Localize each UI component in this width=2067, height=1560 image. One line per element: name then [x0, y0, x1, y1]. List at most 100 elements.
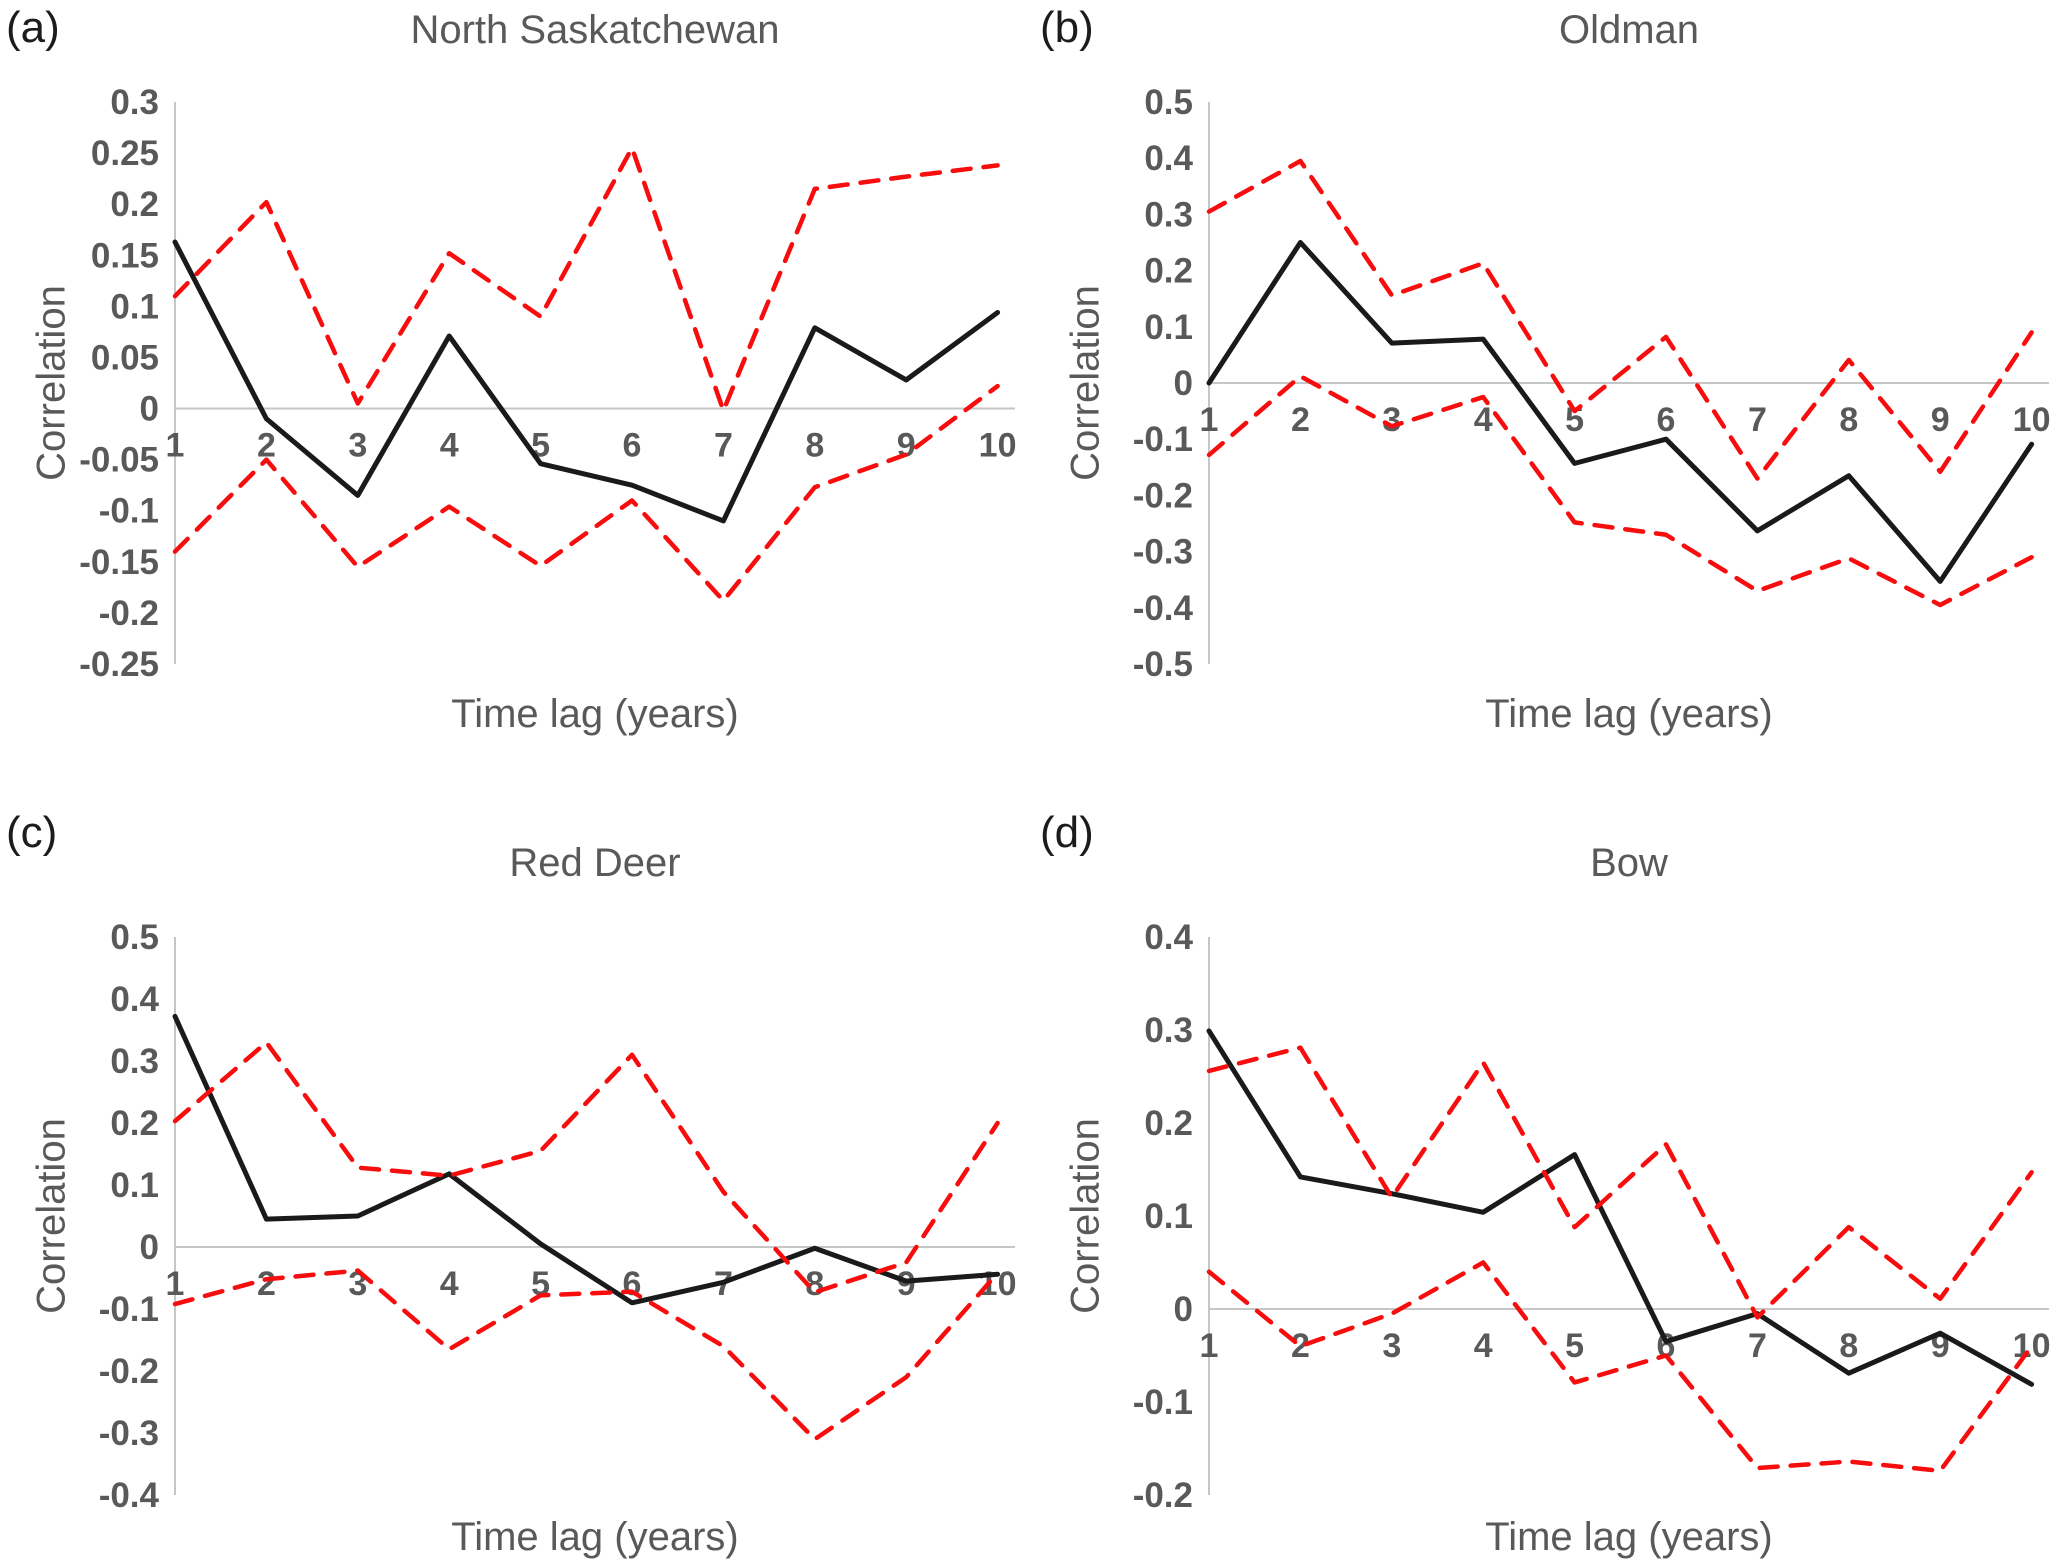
series-correlation-line	[1206, 1028, 2035, 1387]
x-tick-label: 8	[805, 427, 824, 465]
y-tick-label: -0.15	[79, 543, 159, 582]
panel-letter-label: (d)	[1040, 808, 1094, 857]
y-axis-label: Correlation	[29, 285, 74, 481]
x-tick-label: 2	[257, 427, 276, 465]
series-lower-confidence-bound-line	[172, 1268, 1000, 1442]
x-tick-label: 8	[1839, 1327, 1858, 1365]
series-lower-confidence-bound-line	[1206, 1260, 2034, 1474]
x-tick-label: 3	[1382, 401, 1401, 439]
x-tick-label: 1	[1200, 401, 1219, 439]
panel-north-saskatchewan: (a) North Saskatchewan 0.3 0.25 0.2 0.15 0.1…	[0, 0, 1033, 778]
panel-bow: (d) Bow 0.4 0.3 0.2 0.1 0 -0.1 -0.2 1 2 3 4 5 6 7 8 9 10…	[1034, 779, 2067, 1560]
y-tick-label: -0.4	[1133, 589, 1194, 628]
x-tick-label: 4	[1474, 1327, 1493, 1365]
y-tick-label: -0.1	[1133, 420, 1193, 459]
y-tick-label: -0.1	[1133, 1383, 1193, 1422]
panel-letter-label: (c)	[6, 808, 58, 857]
line-chart-north-saskatchewan: 0.3 0.25 0.2 0.15 0.1 0.05 0 -0.05 -0.1 -0.15 -0.2…	[79, 83, 1017, 684]
y-tick-label: 0.2	[110, 1104, 159, 1143]
y-tick-label: -0.3	[1133, 533, 1193, 572]
y-tick-label: -0.2	[99, 1352, 159, 1391]
y-tick-label: 0	[1174, 1290, 1193, 1329]
x-tick-label: 2	[1291, 401, 1310, 439]
y-tick-label: 0.2	[1144, 1104, 1193, 1143]
line-chart-oldman: 0.5 0.4 0.3 0.2 0.1 0 -0.1 -0.2 -0.3 -0.4 -0.5 1 2 3 4…	[1133, 83, 2051, 684]
y-tick-label: -0.5	[1133, 645, 1193, 684]
y-tick-label: 0.1	[110, 287, 159, 326]
series-upper-confidence-bound-line	[172, 1040, 1000, 1295]
x-tick-label: 4	[440, 427, 459, 465]
x-tick-label: 3	[1382, 1327, 1401, 1365]
y-tick-label: 0.05	[91, 338, 159, 377]
line-chart-red-deer: 0.50.40.30.20.10-0.1-0.2-0.3-0.41 2 3 4 5 6 7 8…	[99, 918, 1017, 1515]
series-upper-confidence-bound-line	[172, 145, 1000, 413]
x-tick-label: 10	[2013, 401, 2051, 439]
y-tick-label: -0.4	[99, 1476, 160, 1515]
y-tick-label: -0.05	[79, 441, 159, 480]
y-tick-label: -0.3	[99, 1414, 159, 1453]
panel-title: Bow	[1590, 841, 1668, 885]
y-tick-label: 0	[140, 1228, 159, 1267]
x-tick-label: 1	[1200, 1327, 1219, 1365]
series-correlation-line	[172, 239, 1001, 524]
x-tick-label: 4	[440, 1265, 459, 1303]
x-tick-label: 4	[1474, 401, 1493, 439]
y-tick-label: 0.2	[1144, 252, 1193, 291]
panel-title: Oldman	[1558, 8, 1700, 52]
x-tick-label: 8	[1839, 401, 1858, 439]
y-tick-label: 0.4	[1144, 918, 1193, 957]
x-tick-label: 8	[805, 1265, 824, 1303]
x-tick-label: 2	[1291, 1327, 1310, 1365]
y-tick-label: 0.3	[110, 83, 159, 122]
x-axis-label: Time lag (years)	[1485, 1515, 1773, 1559]
y-tick-label: -0.2	[99, 594, 159, 633]
x-tick-label: 3	[348, 427, 367, 465]
y-tick-label: -0.2	[1133, 476, 1193, 515]
x-axis-label: Time lag (years)	[1485, 692, 1773, 736]
y-tick-label: 0.3	[1144, 1011, 1193, 1050]
panel-letter-label: (a)	[6, 3, 60, 52]
y-tick-label: 0.2	[110, 185, 159, 224]
y-tick-label: 0.25	[91, 134, 159, 173]
line-chart-bow: 0.40.30.20.10-0.1-0.21 2 3 4 5 6 7 8 9 10	[1133, 918, 2051, 1515]
y-tick-label: 0.1	[1144, 1197, 1193, 1236]
x-tick-label: 5	[1565, 1327, 1584, 1365]
panel-red-deer: (c) Red Deer 0.5 0.4 0.3 0.2 0.1 0 -0.1 -0.2 -0.…	[0, 779, 1033, 1560]
panel-title: North Saskatchewan	[410, 8, 780, 52]
panel-title: Red Deer	[509, 841, 681, 885]
x-tick-label: 6	[1657, 401, 1676, 439]
panel-oldman: (b) Oldman 0.5 0.4 0.3 0.2 0.1 0 -0.1 -0.2 -0.3 -…	[1034, 0, 2067, 778]
x-tick-label: 1	[166, 427, 185, 465]
y-tick-label: 0.3	[110, 1042, 159, 1081]
y-tick-label: 0.3	[1144, 195, 1193, 234]
y-tick-label: -0.25	[79, 645, 159, 684]
y-tick-label: 0.4	[110, 980, 159, 1019]
y-axis-label: Correlation	[1063, 285, 1108, 481]
y-tick-label: -0.1	[99, 1290, 159, 1329]
x-tick-label: 6	[623, 427, 642, 465]
series-lower-confidence-bound-line	[1206, 374, 2034, 608]
y-tick-label: 0.5	[1144, 83, 1193, 122]
y-tick-label: 0.15	[91, 236, 159, 275]
x-tick-label: 5	[531, 427, 550, 465]
series-correlation-line	[1206, 240, 2035, 584]
y-tick-label: 0	[1174, 364, 1193, 403]
series-upper-confidence-bound-line	[1206, 158, 2034, 481]
panel-letter-label: (b)	[1040, 3, 1094, 52]
y-tick-label: 0.4	[1144, 139, 1193, 178]
y-axis-label: Correlation	[29, 1118, 74, 1314]
y-axis-label: Correlation	[1063, 1118, 1108, 1314]
x-tick-label: 7	[714, 427, 733, 465]
x-tick-label: 1	[166, 1265, 185, 1303]
y-tick-label: 0	[140, 390, 159, 429]
x-tick-label: 10	[2013, 1327, 2051, 1365]
y-tick-label: 0.1	[110, 1166, 159, 1205]
x-tick-label: 10	[979, 427, 1017, 465]
series-upper-confidence-bound-line	[1206, 1045, 2034, 1320]
x-tick-label: 7	[1748, 401, 1767, 439]
x-tick-label: 2	[257, 1265, 276, 1303]
x-tick-label: 5	[1565, 401, 1584, 439]
y-tick-label: -0.2	[1133, 1476, 1193, 1515]
y-tick-label: 0.1	[1144, 308, 1193, 347]
